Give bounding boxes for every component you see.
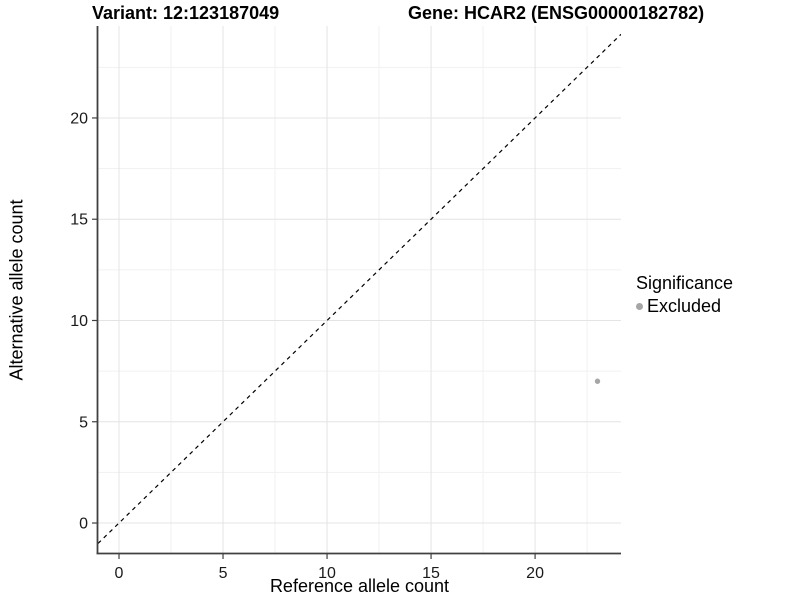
data-point [594,378,601,384]
x-tick-label: 10 [318,565,336,582]
y-tick-label: 5 [79,414,88,431]
plot-title-variant: Variant: 12:123187049 [92,3,280,23]
legend-item-excluded: Excluded [636,296,733,317]
legend: Significance Excluded [636,273,733,317]
x-tick-label: 20 [526,565,544,582]
y-axis-title: Alternative allele count [6,199,27,381]
x-axis-title: Reference allele count [269,576,450,596]
y-tick-label: 10 [70,313,88,330]
legend-title: Significance [636,273,734,293]
x-tick-label: 0 [115,565,124,582]
x-tick-label: 15 [422,565,440,582]
plot-title-gene: Gene: HCAR2 (ENSG00000182782) [408,3,705,23]
identity-reference-line [98,33,621,544]
legend-point-icon [636,303,643,310]
x-tick-label: 5 [219,565,228,582]
y-tick-label: 0 [79,516,88,533]
legend-item-label: Excluded [647,296,722,316]
y-tick-label: 20 [70,110,88,127]
y-tick-label: 15 [70,212,88,229]
